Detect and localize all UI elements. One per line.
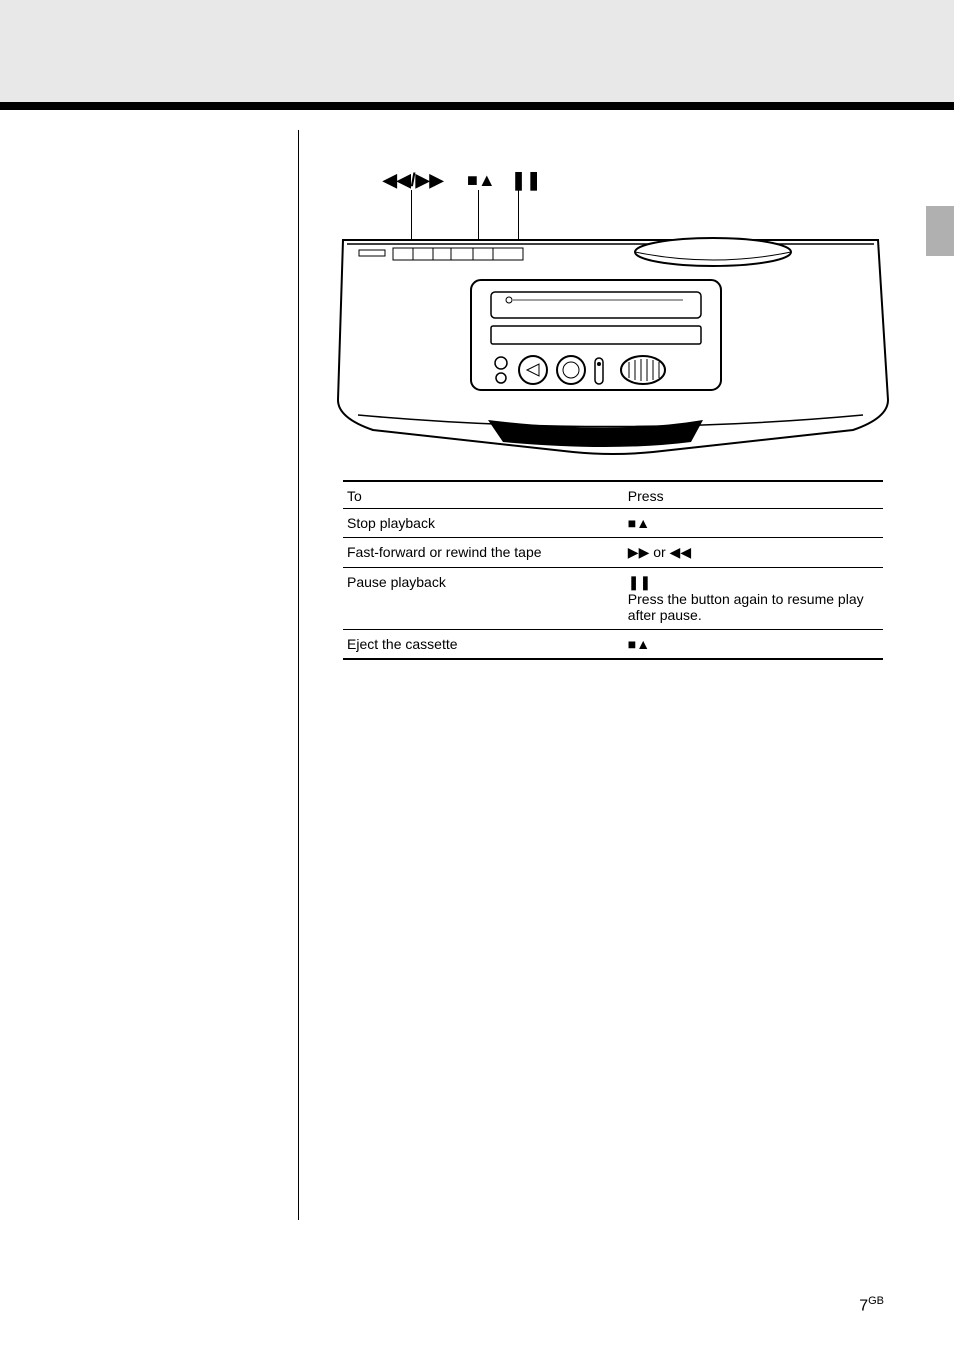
table-cell-note: Press the button again to resume play af… — [628, 591, 864, 623]
table-cell-press: ■▲ — [624, 509, 883, 538]
rewind-forward-icon: ◀◀/▶▶ — [383, 170, 443, 191]
table-cell-to: Pause playback — [343, 568, 624, 630]
stop-eject-icon: ■▲ — [628, 636, 650, 652]
pause-icon: ❚❚ — [628, 574, 651, 590]
table-row: Fast-forward or rewind the tape ▶▶ or ◀◀ — [343, 538, 883, 568]
table-cell-press: ■▲ — [624, 630, 883, 660]
table-cell-to: Fast-forward or rewind the tape — [343, 538, 624, 568]
table-row: Stop playback ■▲ — [343, 509, 883, 538]
table-header-row: To Press — [343, 481, 883, 509]
table-header-to: To — [343, 481, 624, 509]
table-cell-press: ▶▶ or ◀◀ — [624, 538, 883, 568]
header-bar — [0, 0, 954, 105]
page-suffix: GB — [868, 1295, 884, 1307]
side-tab — [926, 206, 954, 256]
page-number: 7GB — [859, 1295, 884, 1315]
table-row: Pause playback ❚❚Press the button again … — [343, 568, 883, 630]
ff-rw-icon: ▶▶ or ◀◀ — [628, 544, 691, 560]
table-cell-to: Stop playback — [343, 509, 624, 538]
table-header-press: Press — [624, 481, 883, 509]
pause-icon: ❚❚ — [511, 170, 541, 191]
table-row: Eject the cassette ■▲ — [343, 630, 883, 660]
content-area: ◀◀/▶▶ ■▲ ❚❚ — [303, 130, 903, 660]
operations-table: To Press Stop playback ■▲ Fast-forward o… — [343, 480, 883, 660]
vertical-divider — [298, 130, 299, 1220]
page-number-value: 7 — [859, 1297, 868, 1314]
table-cell-press: ❚❚Press the button again to resume play … — [624, 568, 883, 630]
device-svg — [333, 220, 893, 470]
device-illustration-wrap: ◀◀/▶▶ ■▲ ❚❚ — [343, 160, 883, 460]
table-cell-to: Eject the cassette — [343, 630, 624, 660]
stop-eject-icon: ■▲ — [628, 515, 650, 531]
header-black-strip — [0, 102, 954, 110]
stop-eject-icon: ■▲ — [467, 170, 496, 191]
